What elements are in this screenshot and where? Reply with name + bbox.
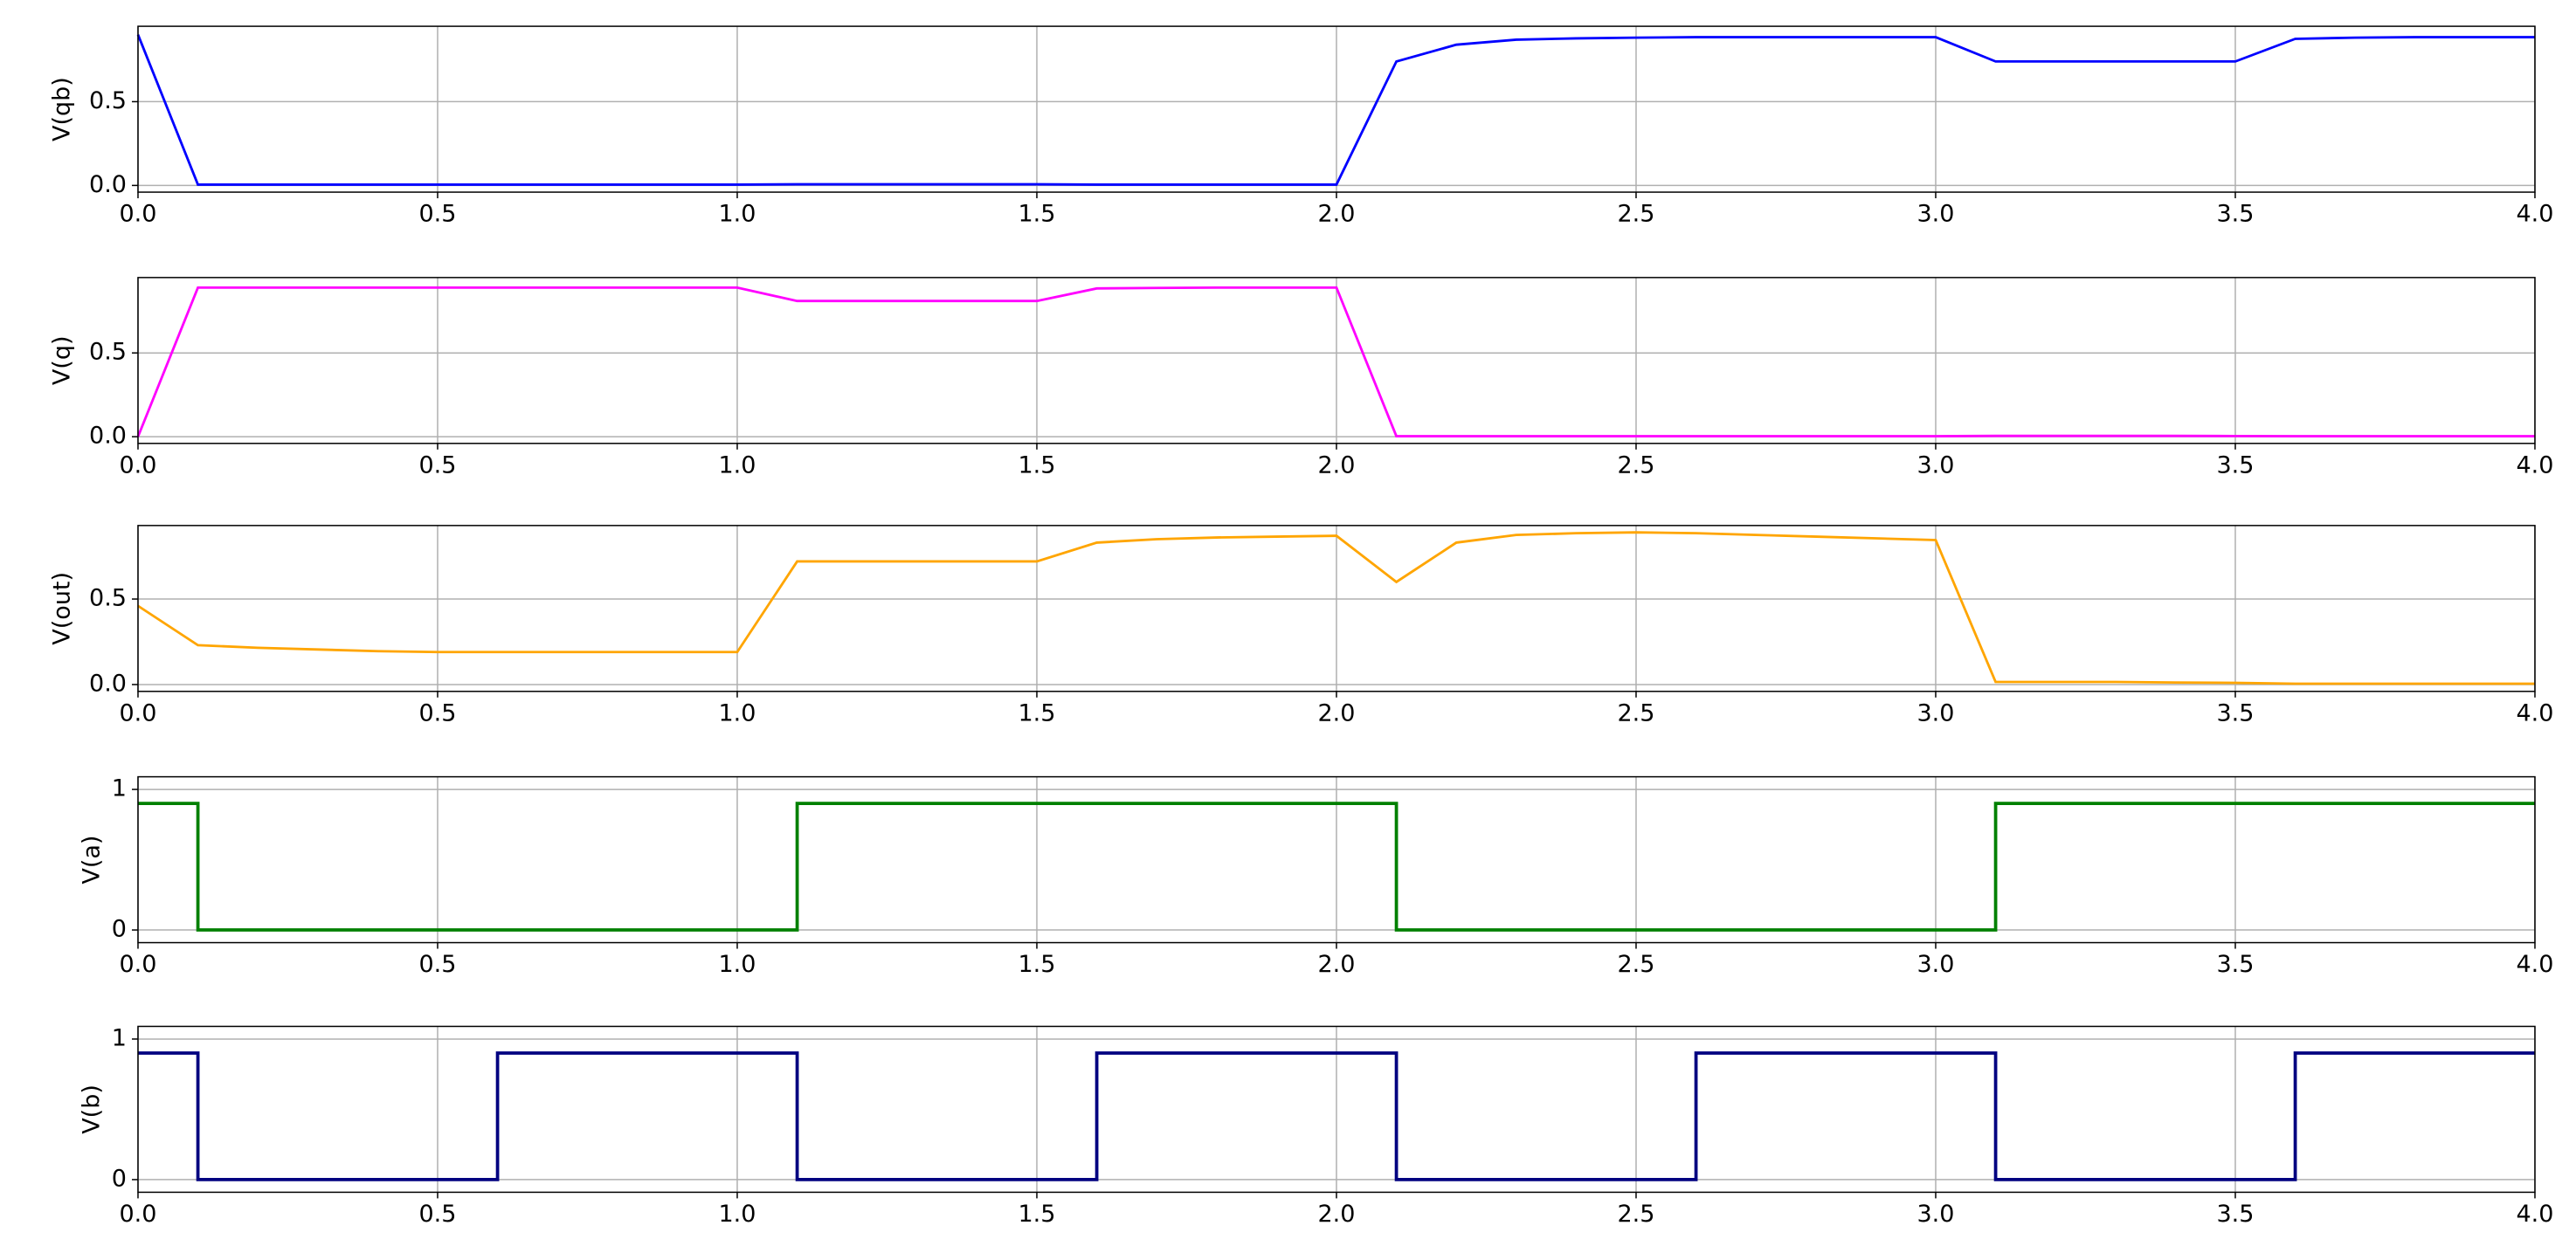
axes-frame <box>137 277 2536 444</box>
y-tick-label: 0.0 <box>89 670 127 697</box>
y-tick-label: 0.0 <box>89 423 127 450</box>
x-tick-label: 0.0 <box>120 451 157 479</box>
x-tick-label: 2.0 <box>1318 951 1356 978</box>
y-tick-label: 0 <box>112 916 127 943</box>
axes-frame <box>137 775 2536 944</box>
subplot: 0.0 0.5 1.0 1.5 2.0 2.5 3.0 3.5 4.0 0 1 V(b) <box>78 1024 2553 1227</box>
y-tick-label: 0.5 <box>89 339 127 366</box>
x-tick-label: 1.5 <box>1019 201 1056 228</box>
y-axis-label: V(qb) <box>48 77 75 141</box>
x-tick-label: 2.0 <box>1318 699 1356 726</box>
y-axis-label: V(out) <box>48 572 75 645</box>
x-tick-label: 3.0 <box>1917 1201 1955 1228</box>
axes-frame <box>137 1025 2536 1194</box>
x-tick-label: 1.0 <box>719 951 756 978</box>
x-tick-label: 3.5 <box>2217 699 2255 726</box>
x-tick-label: 3.5 <box>2217 451 2255 479</box>
x-tick-label: 1.5 <box>1019 451 1056 479</box>
x-tick-label: 1.5 <box>1019 699 1056 726</box>
axes-frame <box>137 525 2536 692</box>
subplot: 0.0 0.5 1.0 1.5 2.0 2.5 3.0 3.5 4.0 0.0 0.5 V(q) <box>48 277 2554 479</box>
x-tick-label: 0.5 <box>419 951 457 978</box>
y-axis-label: V(a) <box>78 836 105 885</box>
x-tick-label: 1.5 <box>1019 1201 1056 1228</box>
y-tick-label: 1 <box>112 775 127 802</box>
x-tick-label: 1.0 <box>719 451 756 479</box>
signal-line <box>136 34 2535 186</box>
x-tick-label: 4.0 <box>2517 951 2554 978</box>
axes-frame <box>137 25 2536 193</box>
x-tick-label: 3.5 <box>2217 951 2255 978</box>
x-tick-label: 0.5 <box>419 201 457 228</box>
signal-line <box>137 1051 2535 1181</box>
y-axis-label: V(q) <box>48 335 75 385</box>
x-tick-label: 2.5 <box>1618 951 1655 978</box>
signal-line <box>137 531 2535 685</box>
x-tick-label: 1.0 <box>719 1201 756 1228</box>
x-tick-label: 0.0 <box>120 951 157 978</box>
x-tick-label: 2.0 <box>1318 451 1356 479</box>
x-tick-label: 0.5 <box>419 1201 457 1228</box>
y-tick-label: 0.5 <box>89 87 127 114</box>
signal-line <box>137 802 2535 932</box>
x-tick-label: 0.0 <box>120 1201 157 1228</box>
x-tick-label: 4.0 <box>2517 451 2554 479</box>
y-tick-label: 1 <box>112 1024 127 1051</box>
subplot: 0.0 0.5 1.0 1.5 2.0 2.5 3.0 3.5 4.0 0.0 0.5 V(out) <box>48 525 2554 726</box>
x-tick-label: 3.0 <box>1917 201 1955 228</box>
x-tick-label: 2.0 <box>1318 201 1356 228</box>
x-tick-label: 2.5 <box>1618 699 1655 726</box>
x-tick-label: 4.0 <box>2517 699 2554 726</box>
subplot: 0.0 0.5 1.0 1.5 2.0 2.5 3.0 3.5 4.0 0 1 V(a) <box>78 775 2553 978</box>
x-tick-label: 0.5 <box>419 699 457 726</box>
x-tick-label: 3.0 <box>1917 451 1955 479</box>
x-tick-label: 2.5 <box>1618 1201 1655 1228</box>
y-tick-label: 0 <box>112 1165 127 1192</box>
x-tick-label: 0.0 <box>120 699 157 726</box>
x-tick-label: 0.0 <box>120 201 157 228</box>
x-tick-label: 1.0 <box>719 201 756 228</box>
x-tick-label: 1.5 <box>1019 951 1056 978</box>
signal-line <box>136 286 2535 437</box>
y-axis-label: V(b) <box>78 1084 105 1134</box>
y-tick-label: 0.5 <box>89 585 127 612</box>
x-tick-label: 0.5 <box>419 451 457 479</box>
x-tick-label: 2.5 <box>1618 451 1655 479</box>
y-tick-label: 0.0 <box>89 171 127 198</box>
x-tick-label: 4.0 <box>2517 201 2554 228</box>
x-tick-label: 3.5 <box>2217 201 2255 228</box>
x-tick-label: 3.0 <box>1917 699 1955 726</box>
x-tick-label: 3.0 <box>1917 951 1955 978</box>
x-tick-label: 2.5 <box>1618 201 1655 228</box>
x-tick-label: 4.0 <box>2517 1201 2554 1228</box>
x-tick-label: 2.0 <box>1318 1201 1356 1228</box>
x-tick-label: 1.0 <box>719 699 756 726</box>
x-tick-label: 3.5 <box>2217 1201 2255 1228</box>
subplot: 0.0 0.5 1.0 1.5 2.0 2.5 3.0 3.5 4.0 0.0 0.5 V(qb) <box>48 25 2554 228</box>
